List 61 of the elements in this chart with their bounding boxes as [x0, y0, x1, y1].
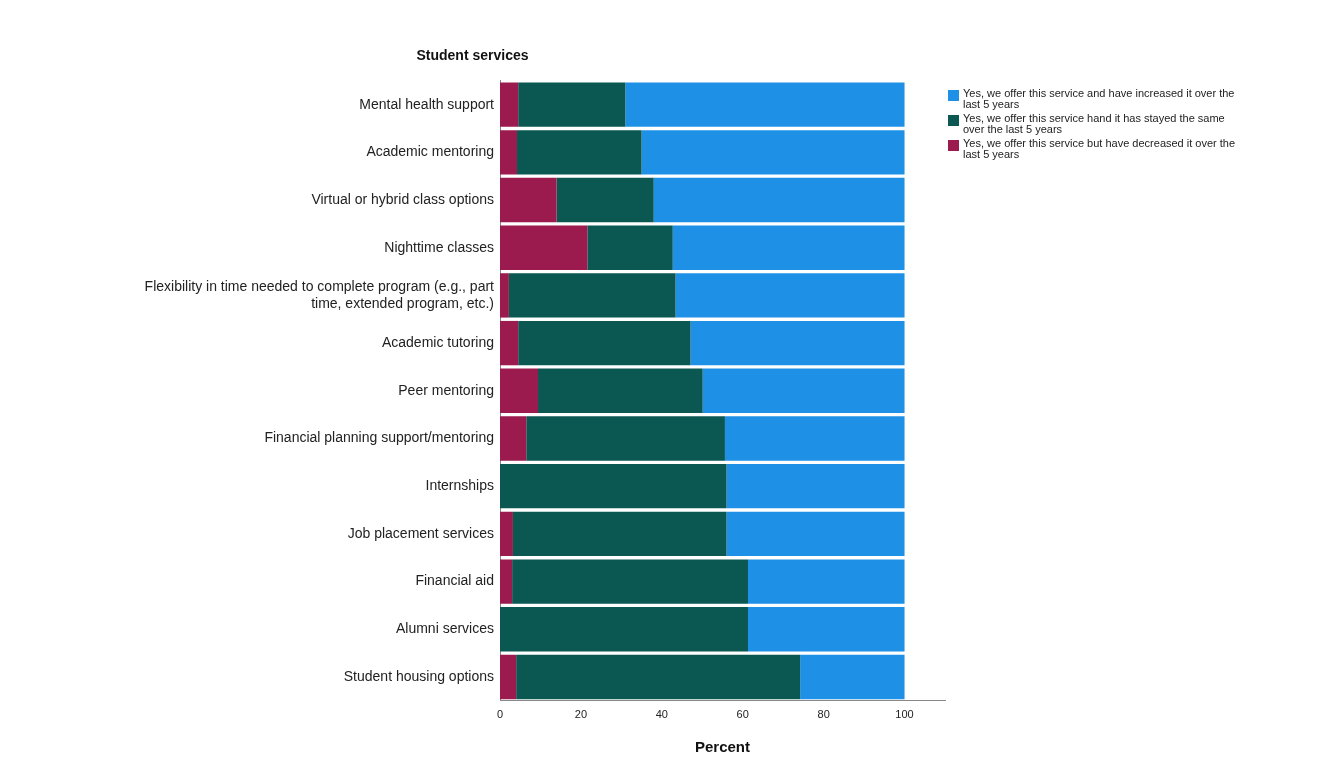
- y-tick-label: Academic mentoring: [366, 143, 494, 160]
- bar: [500, 320, 519, 366]
- y-tick-label: Peer mentoring: [398, 381, 494, 398]
- y-tick-label: Virtual or hybrid class options: [311, 190, 494, 207]
- chart-title: Student services: [416, 47, 529, 64]
- x-tick-label: 60: [736, 708, 749, 721]
- bar: [747, 607, 905, 652]
- y-tick-label: Alumni services: [395, 620, 494, 637]
- bar: [518, 320, 691, 366]
- y-tick-label: Financial planning support/mentoring: [264, 429, 494, 446]
- bar: [500, 225, 588, 270]
- bar: [641, 130, 905, 175]
- y-tick-label: Nighttime classes: [384, 238, 494, 255]
- bar: [724, 416, 905, 461]
- x-axis-title: Percent: [694, 738, 751, 756]
- y-tick-label: Internships: [425, 477, 494, 494]
- bar: [500, 559, 513, 604]
- bar: [518, 82, 626, 127]
- bar: [526, 416, 725, 461]
- bar: [500, 511, 513, 557]
- legend-label: Yes, we offer this service but have decreased it over the last 5 years: [963, 137, 1237, 160]
- bar: [500, 368, 539, 413]
- bar: [500, 130, 517, 175]
- bar: [500, 464, 727, 509]
- bar: [516, 130, 642, 175]
- x-tick-label: 0: [496, 708, 504, 721]
- bar: [587, 225, 673, 270]
- bar: [747, 559, 905, 604]
- bar: [508, 273, 676, 318]
- y-tick-label: Job placement services: [347, 524, 494, 541]
- bar: [500, 273, 509, 318]
- y-tick-label: Mental health support: [359, 95, 495, 112]
- bar: [500, 607, 748, 652]
- bar: [625, 82, 905, 127]
- y-tick-label: Financial aid: [415, 572, 494, 589]
- bar: [653, 177, 905, 223]
- y-tick-label: Academic tutoring: [381, 333, 494, 350]
- bar: [500, 416, 527, 461]
- x-tick-label: 100: [895, 708, 914, 721]
- y-tick-label: Student housing options: [343, 667, 494, 684]
- bar: [500, 82, 519, 127]
- x-tick-label: 80: [817, 708, 830, 721]
- bar: [702, 368, 905, 413]
- bar: [516, 654, 801, 700]
- bar: [556, 177, 654, 223]
- x-tick-label: 40: [655, 708, 668, 721]
- bar: [690, 320, 905, 366]
- y-tick-label: Flexibility in time needed to complete program (e.g., part time, extended program, etc.): [144, 277, 495, 311]
- bar: [500, 654, 517, 700]
- legend-label: Yes, we offer this service hand it has stayed the same over the last 5 years: [963, 112, 1226, 135]
- bar: [672, 225, 905, 270]
- bar: [500, 177, 557, 223]
- bar: [675, 273, 905, 318]
- bar: [726, 511, 905, 557]
- bar: [726, 464, 905, 509]
- bar: [512, 511, 727, 557]
- legend-label: Yes, we offer this service and have increased it over the last 5 years: [963, 87, 1236, 110]
- x-tick-label: 20: [574, 708, 588, 721]
- bar: [512, 559, 748, 604]
- bar: [538, 368, 703, 413]
- bar: [800, 654, 905, 700]
